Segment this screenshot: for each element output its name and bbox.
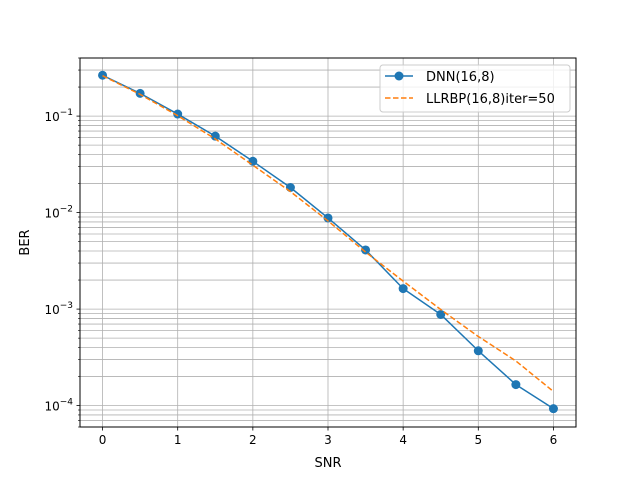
x-tick-label: 1 <box>174 433 182 447</box>
x-tick-label: 2 <box>249 433 257 447</box>
data-point-dnn <box>398 284 408 294</box>
legend-marker-dnn <box>394 71 404 81</box>
y-axis-ticks: 10−4 10−3 10−2 10−1 <box>44 57 80 428</box>
legend-label-dnn: DNN(16,8) <box>426 70 495 85</box>
major-grid <box>80 58 576 427</box>
data-point-dnn <box>285 182 295 192</box>
data-point-dnn <box>248 156 258 166</box>
data-point-dnn <box>436 309 446 319</box>
data-point-dnn <box>511 380 521 390</box>
x-tick-label: 5 <box>474 433 482 447</box>
data-point-dnn <box>361 245 371 255</box>
x-tick-label: 3 <box>324 433 332 447</box>
legend-label-llrbp: LLRBP(16,8)iter=50 <box>426 92 555 107</box>
y-tick-label: 10−3 <box>44 301 73 317</box>
x-tick-label: 4 <box>399 433 407 447</box>
series-line-llrbp <box>102 75 554 393</box>
x-tick-label: 6 <box>550 433 558 447</box>
data-point-dnn <box>473 346 483 356</box>
y-tick-label: 10−4 <box>44 398 73 414</box>
legend: DNN(16,8) LLRBP(16,8)iter=50 <box>379 64 571 113</box>
data-point-dnn <box>135 88 145 98</box>
series-layer <box>98 70 558 414</box>
x-tick-label: 0 <box>99 433 107 447</box>
y-tick-label: 10−2 <box>44 205 73 221</box>
y-axis-label: BER <box>18 229 33 255</box>
x-axis-ticks: 0 1 2 3 4 5 6 <box>99 427 558 447</box>
x-axis-label: SNR <box>314 456 341 471</box>
data-point-dnn <box>548 404 558 414</box>
data-point-dnn <box>98 70 108 80</box>
legend-box <box>379 64 571 113</box>
data-point-dnn <box>323 213 333 223</box>
y-tick-label: 10−1 <box>44 108 73 124</box>
data-point-dnn <box>173 109 183 119</box>
data-point-dnn <box>210 131 220 141</box>
